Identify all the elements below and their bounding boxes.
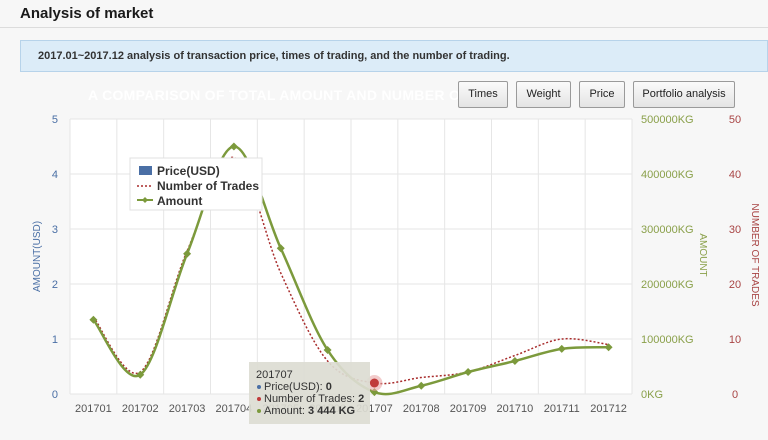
- legend-swatch-amount-marker: [142, 197, 148, 203]
- chart-title: A COMPARISON OF TOTAL AMOUNT AND NUMBER …: [88, 87, 469, 103]
- amount-point: [323, 346, 332, 354]
- left-axis-tick-label: 1: [52, 334, 58, 346]
- amount-point: [557, 344, 566, 353]
- left-axis-tick-label: 4: [52, 169, 58, 181]
- highlight-point: [369, 378, 379, 388]
- left-axis-title: AMOUNT(USD): [32, 221, 43, 292]
- legend-label-trades: Number of Trades: [157, 179, 259, 193]
- right-axis-trades-tick-label: 10: [729, 334, 741, 346]
- legend-swatch-price: [139, 166, 152, 175]
- right-axis-amount-tick-label: 0KG: [641, 389, 663, 401]
- amount-point: [89, 315, 98, 324]
- x-axis-tick-label: 201702: [122, 403, 159, 415]
- portfolio-analysis-button[interactable]: Portfolio analysis: [633, 81, 735, 108]
- amount-point: [510, 357, 519, 365]
- tooltip-line: Price(USD): 0: [264, 381, 332, 393]
- x-axis-tick-label: 201710: [497, 403, 534, 415]
- tooltip-bullet: [257, 409, 261, 413]
- left-axis-tick-label: 3: [52, 224, 58, 236]
- x-axis-tick-label: 201701: [75, 403, 112, 415]
- right-axis-trades-tick-label: 20: [729, 279, 741, 291]
- left-axis-tick-label: 5: [52, 114, 58, 126]
- x-axis-tick-label: 201704: [216, 403, 253, 415]
- price-button[interactable]: Price: [579, 81, 625, 108]
- amount-point: [136, 370, 145, 379]
- right-axis-amount-title: AMOUNT: [697, 233, 708, 276]
- right-axis-amount-tick-label: 300000KG: [641, 224, 694, 236]
- title-divider: [0, 27, 768, 28]
- tooltip-bullet: [257, 385, 261, 389]
- amount-point: [417, 381, 426, 390]
- amount-point: [183, 249, 192, 258]
- weight-button[interactable]: Weight: [516, 81, 571, 108]
- info-banner: 2017.01~2017.12 analysis of transaction …: [20, 40, 768, 72]
- right-axis-trades-tick-label: 50: [729, 114, 741, 126]
- right-axis-amount-tick-label: 100000KG: [641, 334, 694, 346]
- right-axis-amount-tick-label: 500000KG: [641, 114, 694, 126]
- banner-text: 2017.01~2017.12 analysis of transaction …: [38, 50, 510, 62]
- legend-label-amount: Amount: [157, 194, 202, 208]
- page-title: Analysis of market: [20, 5, 154, 22]
- right-axis-amount-tick-label: 400000KG: [641, 169, 694, 181]
- amount-point: [276, 244, 285, 253]
- right-axis-trades-tick-label: 0: [732, 389, 738, 401]
- x-axis-tick-label: 201712: [590, 403, 627, 415]
- legend-label-price: Price(USD): [157, 164, 220, 178]
- tooltip-title: 201707: [256, 369, 293, 381]
- amount-point: [229, 142, 238, 151]
- tooltip-line: Number of Trades: 2: [264, 393, 364, 405]
- right-axis-trades-title: NUMBER OF TRADES: [749, 203, 760, 306]
- x-axis-tick-label: 201708: [403, 403, 440, 415]
- amount-point: [604, 343, 613, 352]
- x-axis-tick-label: 201703: [169, 403, 206, 415]
- tooltip-line: Amount: 3 444 KG: [264, 405, 355, 417]
- right-axis-trades-tick-label: 40: [729, 169, 741, 181]
- x-axis-tick-label: 201711: [544, 403, 580, 415]
- amount-point: [464, 368, 473, 376]
- left-axis-tick-label: 0: [52, 389, 58, 401]
- left-axis-tick-label: 2: [52, 279, 58, 291]
- times-button[interactable]: Times: [458, 81, 508, 108]
- tooltip-bullet: [257, 397, 261, 401]
- tooltip-box: [249, 362, 370, 424]
- right-axis-amount-tick-label: 200000KG: [641, 279, 694, 291]
- right-axis-trades-tick-label: 30: [729, 224, 741, 236]
- x-axis-tick-label: 201709: [450, 403, 487, 415]
